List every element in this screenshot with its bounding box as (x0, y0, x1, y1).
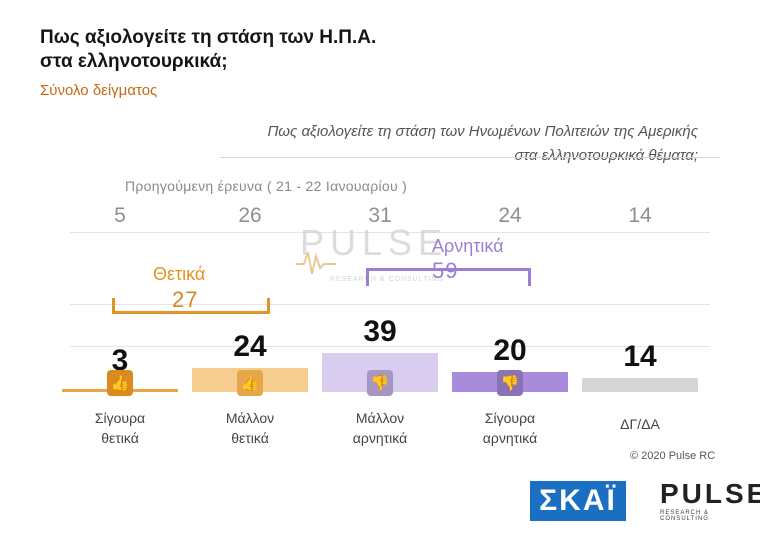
question-line1: Πως αξιολογείτε τη στάση των Ηνωμένων Πο… (267, 123, 698, 140)
question-line2: στα ελληνοτουρκικά θέματα; (514, 147, 698, 164)
data-label: 39 (363, 315, 397, 348)
category-label-line: αρνητικά (482, 430, 538, 446)
skai-logo: ΣΚΑΪ (530, 481, 626, 521)
chart-title-line2: στα ελληνοτουρκικά; (40, 51, 228, 72)
previous-survey-label: Προηγούμενη έρευνα ( 21 - 22 Ιανουαρίου … (125, 178, 408, 194)
category-label-line: θετικά (101, 430, 139, 446)
data-label: 3 (111, 344, 129, 377)
category-label: Σίγουρα αρνητικά (455, 408, 565, 448)
thumbs-down-icon: 👎 (367, 370, 393, 396)
chart-subtitle: Σύνολο δείγματος (40, 82, 158, 99)
data-label: 24 (233, 330, 267, 363)
category-label-line: αρνητικά (352, 430, 408, 446)
previous-value-label: 14 (628, 204, 652, 227)
data-label: 14 (623, 340, 657, 373)
previous-value-label: 5 (114, 204, 126, 227)
pulse-logo-sub: RESEARCH & CONSULTING (660, 510, 710, 522)
thumbs-up-double-icon: 👍 (107, 370, 133, 396)
chart-title-line1: Πως αξιολογείτε τη στάση των Η.Π.Α. (40, 27, 377, 48)
watermark: PULSE (300, 222, 449, 263)
data-label: 20 (493, 334, 527, 367)
watermark-sub: RESEARCH & CONSULTING (330, 276, 444, 283)
thumbs-down-double-icon: 👎 (497, 370, 523, 396)
category-label-line: Σίγουρα (94, 410, 146, 426)
grid-line (70, 346, 710, 347)
category-label-line: θετικά (231, 430, 269, 446)
previous-value-label: 24 (498, 204, 522, 227)
category-label-line: Μάλλον (225, 410, 275, 426)
category-label: Μάλλον αρνητικά (325, 408, 435, 448)
positive-bracket (112, 298, 270, 314)
category-label-line: ΔΓ/ΔΑ (620, 416, 660, 432)
previous-value-label: 26 (238, 204, 262, 227)
previous-value-label: 31 (368, 204, 392, 227)
watermark-wave-icon (296, 251, 336, 275)
category-label-line: Μάλλον (355, 410, 405, 426)
positive-group-label: Θετικά (153, 264, 206, 284)
positive-group-total: 27 (172, 287, 199, 312)
grid-line (70, 304, 710, 305)
divider (220, 157, 720, 158)
category-label-line: Σίγουρα (484, 410, 536, 426)
thumbs-up-icon: 👍 (237, 370, 263, 396)
category-label: ΔΓ/ΔΑ (585, 414, 695, 434)
copyright: © 2020 Pulse RC (630, 450, 716, 462)
negative-bracket (366, 268, 531, 286)
grid-line (70, 232, 710, 233)
bar (582, 378, 698, 392)
negative-group-label: Αρνητικά (432, 236, 504, 256)
category-label: Μάλλον θετικά (195, 408, 305, 448)
chart-title: Πως αξιολογείτε τη στάση των Η.Π.Α. στα … (40, 26, 376, 74)
question-text: Πως αξιολογείτε τη στάση των Ηνωμένων Πο… (138, 120, 698, 168)
pulse-logo: PULSE (660, 478, 760, 509)
category-label: Σίγουρα θετικά (65, 408, 175, 448)
